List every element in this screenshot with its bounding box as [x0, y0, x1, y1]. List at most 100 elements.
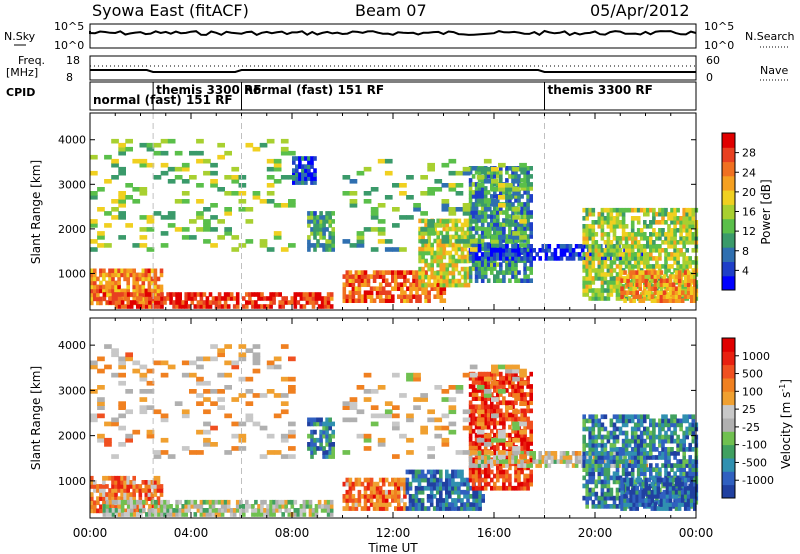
range-cell — [320, 504, 325, 509]
range-cell — [436, 278, 440, 283]
range-cell — [331, 243, 335, 248]
range-cell — [646, 224, 650, 229]
range-cell — [451, 489, 455, 495]
range-cell — [553, 451, 558, 456]
range-cell — [375, 498, 380, 503]
range-cell — [427, 278, 431, 284]
range-cell — [342, 282, 347, 287]
range-cell — [477, 244, 482, 249]
range-cell — [490, 371, 494, 377]
range-cell — [272, 512, 276, 517]
range-cell — [457, 481, 461, 487]
range-cell — [474, 214, 479, 219]
range-cell — [427, 262, 431, 268]
range-cell — [529, 166, 533, 171]
range-cell — [477, 202, 482, 207]
range-cell — [615, 438, 620, 444]
range-cell — [480, 206, 485, 211]
range-cell — [199, 296, 204, 301]
range-cell — [520, 206, 524, 211]
range-cell — [322, 446, 326, 451]
range-cell — [655, 422, 659, 428]
range-cell — [480, 190, 485, 195]
range-cell — [159, 272, 164, 278]
range-cell — [483, 420, 488, 426]
range-cell — [474, 432, 479, 438]
range-cell — [304, 180, 308, 185]
range-cell — [483, 252, 488, 257]
range-cell — [288, 199, 296, 204]
range-cell — [682, 216, 686, 221]
range-cell — [526, 420, 530, 426]
range-cell — [148, 504, 152, 509]
range-cell — [493, 170, 497, 175]
range-cell — [547, 244, 552, 249]
range-cell — [439, 469, 443, 475]
range-cell — [313, 421, 317, 427]
range-cell — [647, 502, 652, 507]
freq-tick-low: 8 — [66, 71, 73, 84]
range-cell — [656, 494, 661, 499]
range-cell — [646, 260, 650, 265]
range-cell — [451, 258, 456, 264]
range-cell — [480, 375, 485, 381]
range-cell — [322, 235, 326, 240]
range-cell — [526, 166, 530, 171]
range-cell — [363, 278, 368, 283]
range-cell — [693, 282, 697, 287]
range-cell — [295, 176, 299, 181]
range-cell — [562, 244, 567, 249]
range-cell — [585, 264, 589, 269]
range-cell — [259, 239, 268, 244]
range-cell — [474, 202, 479, 207]
range-cell — [405, 506, 410, 511]
range-cell — [266, 199, 275, 204]
range-cell — [529, 270, 533, 275]
range-cell — [471, 206, 476, 211]
range-cell — [603, 483, 608, 489]
range-cell — [480, 463, 485, 468]
range-cell — [609, 268, 614, 273]
range-cell — [391, 270, 395, 275]
range-cell — [520, 469, 524, 475]
range-cell — [624, 447, 629, 452]
range-cell — [317, 292, 322, 297]
range-cell — [474, 278, 479, 283]
range-cell — [491, 239, 499, 244]
range-cell — [242, 508, 246, 513]
range-cell — [394, 489, 398, 495]
range-cell — [252, 191, 261, 196]
range-cell — [310, 442, 314, 447]
range-cell — [354, 481, 359, 487]
range-cell — [677, 274, 682, 279]
range-cell — [468, 234, 473, 239]
range-cell — [466, 274, 471, 280]
range-cell — [169, 512, 173, 517]
range-cell — [679, 224, 683, 229]
range-cell — [673, 211, 677, 217]
range-cell — [582, 240, 586, 245]
range-cell — [588, 244, 592, 249]
range-cell — [659, 498, 664, 503]
range-cell — [643, 236, 647, 241]
range-cell — [517, 432, 521, 438]
range-cell — [606, 236, 611, 241]
range-cell — [653, 278, 658, 283]
range-cell — [643, 414, 647, 420]
range-cell — [435, 498, 440, 503]
range-cell — [96, 484, 100, 489]
range-cell — [476, 166, 485, 172]
range-cell — [636, 422, 641, 428]
range-cell — [418, 238, 422, 244]
range-cell — [480, 186, 485, 191]
range-cell — [345, 506, 350, 511]
range-cell — [618, 459, 623, 464]
range-cell — [676, 256, 680, 261]
nave-label: Nave — [760, 64, 788, 77]
range-cell — [307, 176, 311, 181]
range-cell — [375, 274, 380, 279]
range-cell — [384, 294, 389, 299]
range-cell — [591, 479, 596, 485]
range-cell — [655, 232, 659, 237]
range-cell — [493, 214, 497, 219]
